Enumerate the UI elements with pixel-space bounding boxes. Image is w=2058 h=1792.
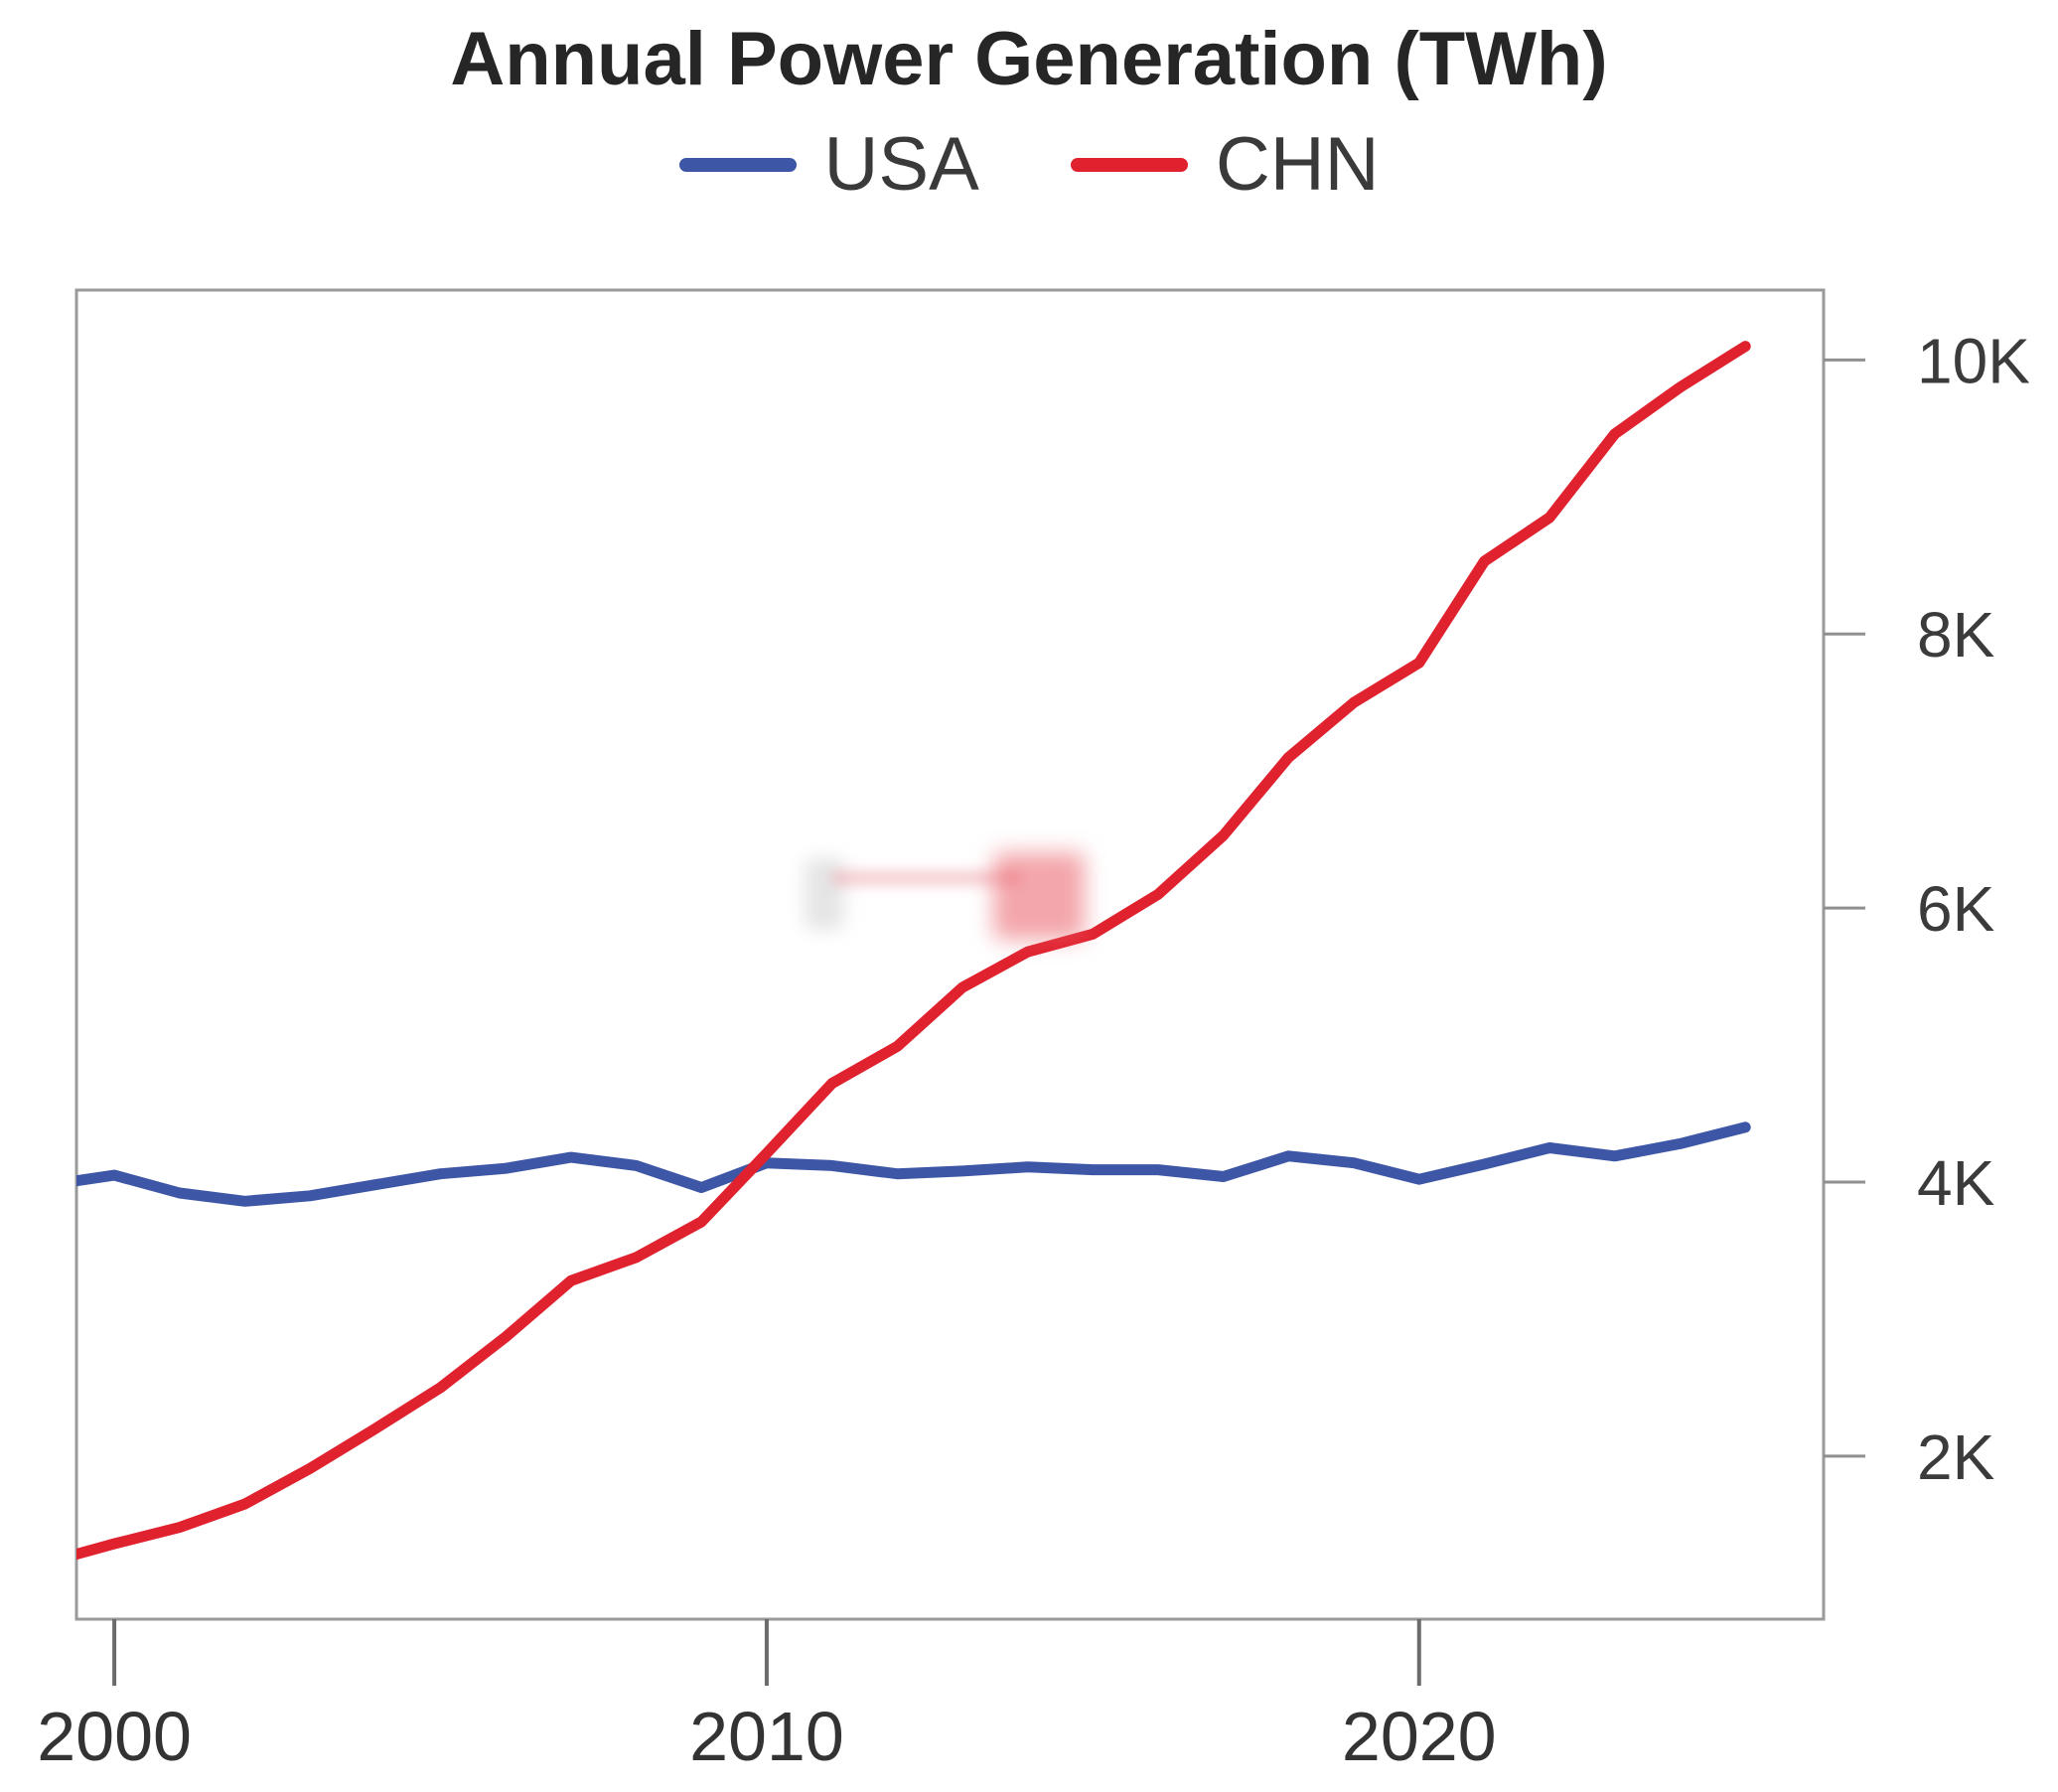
x-tick-label-2020: 2020: [1342, 1698, 1497, 1775]
y-tick-label-6K: 6K: [1917, 873, 1994, 945]
chn-line: [76, 341, 1751, 1561]
legend-label-chn: CHN: [1215, 122, 1380, 207]
plot-frame: [74, 288, 1826, 1621]
legend-item-chn: CHN: [1070, 121, 1380, 208]
chart-title: Annual Power Generation (TWh): [450, 17, 1608, 101]
chart-legend: USA CHN: [0, 121, 2058, 208]
x-tick-label-2000: 2000: [37, 1698, 192, 1775]
y-tick-label-10K: 10K: [1917, 325, 2030, 396]
usa-line: [76, 1121, 1751, 1207]
y-tick-label-8K: 8K: [1917, 599, 1994, 671]
x-tick-label-2010: 2010: [689, 1698, 844, 1775]
legend-label-usa: USA: [823, 122, 979, 207]
y-tick-label-2K: 2K: [1917, 1421, 1994, 1493]
legend-item-usa: USA: [678, 121, 979, 208]
usa-line-swatch: [678, 157, 797, 172]
chn-line-swatch: [1070, 157, 1188, 172]
y-tick-label-4K: 4K: [1917, 1147, 1994, 1219]
